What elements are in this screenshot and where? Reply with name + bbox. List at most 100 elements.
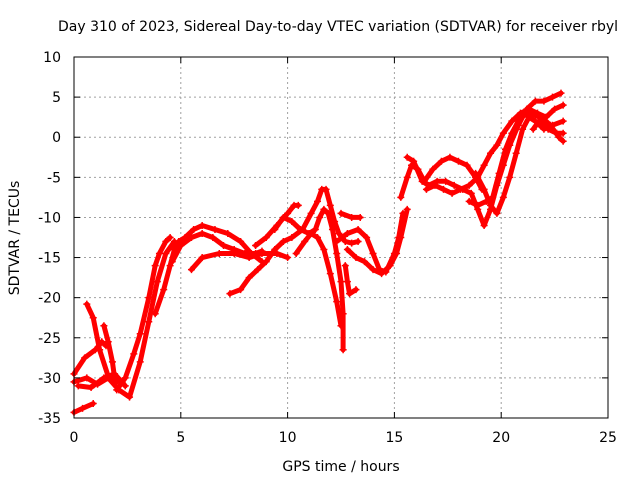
data-point-marker (288, 217, 296, 225)
data-point-marker (457, 185, 465, 193)
data-point-marker (403, 205, 411, 213)
data-point-marker (166, 234, 174, 241)
data-point-marker (121, 374, 129, 382)
data-point-marker (130, 350, 138, 358)
series-track-9 (169, 231, 265, 265)
data-point-marker (431, 181, 439, 189)
data-point-marker (489, 193, 497, 201)
data-point-marker (555, 133, 563, 141)
data-point-marker (531, 97, 539, 105)
data-point-marker (499, 193, 507, 201)
data-point-marker (271, 225, 279, 233)
y-tick-label: 0 (52, 130, 61, 146)
x-tick-label: 15 (385, 430, 403, 446)
data-point-marker (284, 254, 292, 262)
data-point-marker (145, 318, 153, 326)
data-point-marker (508, 117, 516, 125)
data-point-marker (386, 262, 394, 270)
data-point-marker (271, 246, 279, 254)
data-point-marker (337, 278, 345, 286)
data-point-marker (403, 173, 411, 181)
data-point-marker (341, 238, 349, 246)
data-point-marker (237, 286, 245, 294)
data-point-marker (403, 153, 411, 161)
data-point-marker (393, 250, 401, 258)
x-tick-labels: 0 5 10 15 20 25 (70, 430, 617, 446)
x-tick-label: 0 (70, 430, 79, 446)
data-point-marker (495, 169, 503, 177)
data-point-marker (493, 141, 501, 149)
data-point-marker (559, 101, 567, 109)
data-point-marker (557, 89, 565, 97)
data-point-marker (108, 358, 116, 366)
data-point-marker (516, 113, 524, 121)
data-point-marker (74, 382, 82, 390)
y-tick-label: -25 (38, 331, 61, 347)
data-point-marker (450, 181, 458, 189)
data-point-marker (465, 181, 473, 189)
data-point-marker (226, 290, 234, 298)
data-point-marker (465, 197, 473, 205)
data-point-marker (339, 346, 347, 354)
series-track-15 (342, 263, 359, 297)
chart-title: Day 310 of 2023, Sidereal Day-to-day VTE… (58, 19, 618, 35)
data-point-marker (301, 238, 309, 246)
data-point-marker (320, 205, 328, 213)
data-point-marker (81, 354, 89, 362)
data-point-marker (230, 250, 238, 258)
data-point-marker (463, 161, 471, 169)
y-tick-label: 5 (52, 90, 61, 106)
data-point-marker (160, 286, 168, 294)
data-point-marker (548, 93, 556, 101)
y-tick-label: -5 (47, 170, 61, 186)
data-point-marker (480, 221, 488, 229)
data-point-marker (87, 384, 95, 392)
data-point-marker (472, 169, 480, 177)
data-point-marker (519, 125, 527, 133)
data-point-marker (151, 262, 159, 270)
data-point-marker (215, 250, 223, 258)
data-point-marker (294, 201, 302, 209)
data-point-marker (529, 125, 537, 133)
data-point-marker (480, 161, 488, 169)
data-point-marker (245, 254, 253, 262)
plot-frame (73, 56, 609, 419)
data-point-marker (198, 221, 206, 229)
data-point-marker (487, 149, 495, 157)
data-point-marker (83, 300, 91, 308)
data-point-marker (341, 262, 349, 270)
data-point-marker (559, 129, 567, 137)
data-point-marker (316, 213, 324, 221)
series-track-13 (272, 206, 346, 353)
data-point-marker (343, 246, 351, 254)
data-point-marker (440, 185, 448, 193)
data-point-marker (442, 177, 450, 185)
data-point-marker (145, 294, 153, 302)
data-point-marker (307, 209, 315, 217)
data-point-marker (89, 400, 97, 408)
data-series (70, 89, 567, 416)
data-point-marker (337, 209, 345, 217)
data-point-marker (493, 209, 501, 217)
data-point-marker (410, 157, 418, 165)
data-point-marker (559, 137, 567, 145)
data-point-marker (322, 185, 330, 193)
data-point-marker (162, 250, 170, 258)
x-tick-label: 20 (492, 430, 510, 446)
data-point-marker (279, 213, 287, 221)
data-point-marker (333, 238, 341, 246)
data-point-marker (480, 185, 488, 193)
data-point-marker (168, 258, 176, 266)
data-point-marker (89, 314, 97, 322)
data-point-marker (187, 266, 195, 274)
data-point-marker (155, 250, 163, 258)
data-point-marker (320, 246, 328, 254)
data-point-marker (446, 153, 454, 161)
y-axis-label: SDTVAR / TECUs (7, 181, 23, 296)
data-point-marker (369, 250, 377, 258)
data-point-marker (245, 274, 253, 282)
x-tick-label: 25 (599, 430, 617, 446)
data-point-marker (311, 225, 319, 233)
data-point-marker (346, 290, 354, 298)
data-point-marker (352, 286, 360, 294)
